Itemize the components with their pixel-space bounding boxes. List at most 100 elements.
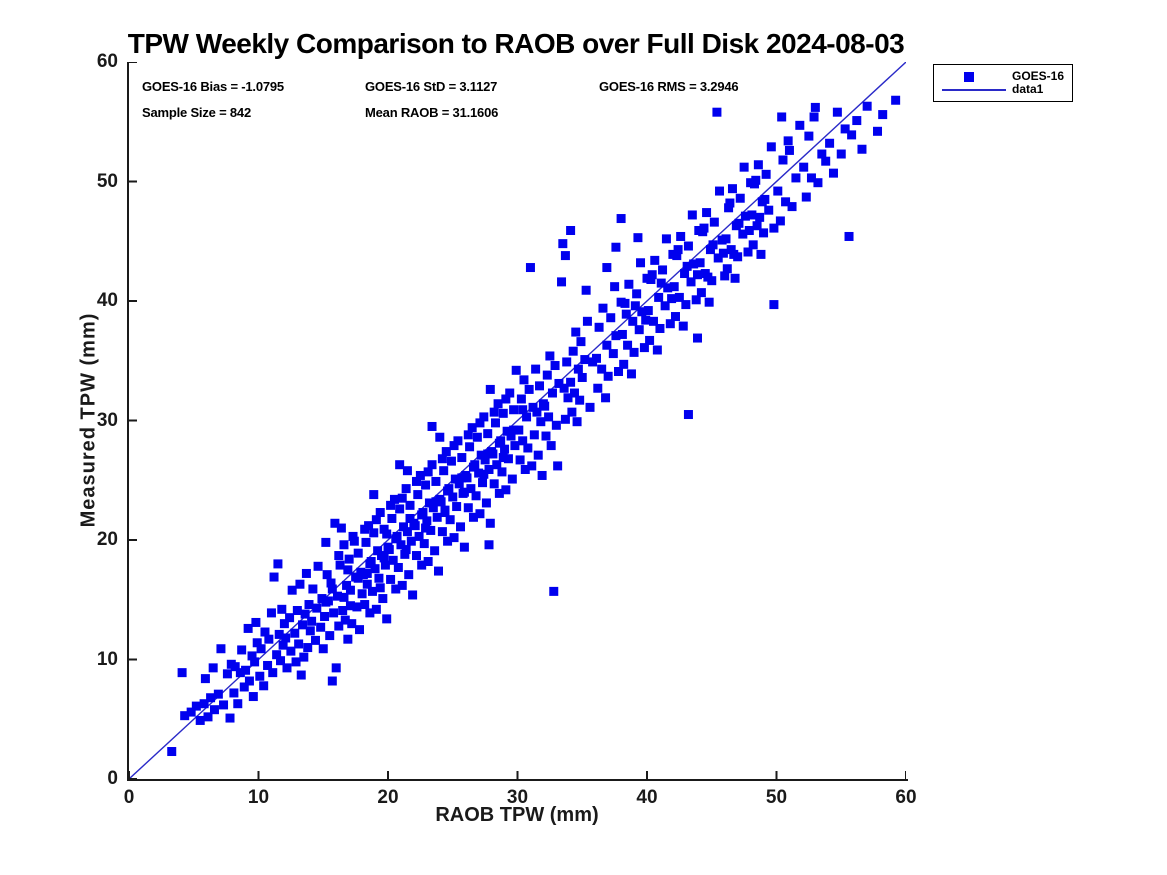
scatter-point bbox=[402, 466, 412, 476]
legend-line-marker-icon bbox=[942, 89, 1006, 91]
scatter-point bbox=[722, 264, 732, 274]
scatter-point bbox=[680, 269, 690, 279]
x-tick-label: 30 bbox=[506, 787, 529, 808]
scatter-point bbox=[787, 202, 797, 212]
scatter-point bbox=[809, 112, 819, 122]
scatter-point bbox=[493, 399, 503, 409]
scatter-point bbox=[379, 553, 389, 563]
scatter-point bbox=[335, 560, 345, 570]
scatter-point bbox=[255, 671, 265, 681]
scatter-point bbox=[463, 503, 473, 513]
scatter-point bbox=[396, 540, 406, 550]
scatter-point bbox=[610, 282, 620, 292]
scatter-point bbox=[484, 464, 494, 474]
scatter-point bbox=[681, 300, 691, 310]
scatter-point bbox=[432, 512, 442, 522]
scatter-point bbox=[408, 590, 418, 600]
scatter-point bbox=[630, 301, 640, 311]
scatter-point bbox=[343, 634, 353, 644]
scatter-point bbox=[203, 712, 213, 722]
scatter-point bbox=[445, 515, 455, 525]
scatter-point bbox=[862, 101, 872, 111]
scatter-point bbox=[369, 490, 379, 500]
scatter-point bbox=[667, 294, 677, 304]
scatter-point bbox=[340, 615, 350, 625]
scatter-point bbox=[744, 225, 754, 235]
scatter-point bbox=[683, 241, 693, 251]
scatter-point bbox=[594, 322, 604, 332]
chart-title: TPW Weekly Comparison to RAOB over Full … bbox=[127, 28, 905, 59]
scatter-point bbox=[654, 292, 664, 302]
scatter-point bbox=[629, 347, 639, 357]
scatter-point bbox=[686, 277, 696, 287]
scatter-point bbox=[639, 343, 649, 353]
scatter-point bbox=[840, 124, 850, 134]
scatter-point bbox=[847, 130, 857, 140]
scatter-point bbox=[525, 263, 535, 273]
scatter-point bbox=[751, 175, 761, 185]
scatter-point bbox=[296, 670, 306, 680]
scatter-point bbox=[467, 423, 477, 433]
scatter-point bbox=[272, 650, 282, 660]
scatter-point bbox=[440, 505, 450, 515]
scatter-point bbox=[393, 562, 403, 572]
scatter-point bbox=[386, 500, 396, 510]
scatter-point bbox=[392, 531, 402, 541]
scatter-point bbox=[434, 566, 444, 576]
scatter-point bbox=[369, 528, 379, 538]
scatter-point bbox=[727, 184, 737, 194]
x-tick-label: 40 bbox=[636, 787, 658, 808]
scatter-point bbox=[279, 619, 289, 629]
scatter-point bbox=[616, 214, 626, 224]
scatter-point bbox=[345, 601, 355, 611]
scatter-point bbox=[186, 707, 196, 717]
scatter-point bbox=[566, 225, 576, 235]
scatter-point bbox=[446, 456, 456, 466]
scatter-point bbox=[619, 359, 629, 369]
scatter-point bbox=[557, 277, 567, 287]
scatter-point bbox=[463, 430, 473, 440]
scatter-point bbox=[676, 231, 686, 241]
scatter-point bbox=[230, 662, 240, 672]
scatter-point bbox=[503, 454, 513, 464]
scatter-point bbox=[411, 476, 421, 486]
scatter-point bbox=[405, 513, 415, 523]
stat-std: GOES-16 StD = 3.1127 bbox=[365, 79, 498, 94]
scatter-point bbox=[273, 559, 283, 569]
scatter-point bbox=[256, 644, 266, 654]
scatter-point bbox=[546, 441, 556, 451]
scatter-point bbox=[572, 417, 582, 427]
scatter-point bbox=[529, 430, 539, 440]
scatter-point bbox=[489, 479, 499, 489]
scatter-point bbox=[505, 388, 515, 398]
scatter-point bbox=[456, 522, 466, 532]
scatter-point bbox=[353, 573, 363, 583]
scatter-point bbox=[795, 120, 805, 130]
scatter-point bbox=[360, 600, 370, 610]
scatter-point bbox=[430, 546, 440, 556]
scatter-point bbox=[563, 393, 573, 403]
scatter-point bbox=[349, 536, 359, 546]
scatter-point bbox=[734, 218, 744, 228]
scatter-point bbox=[290, 628, 300, 638]
scatter-point bbox=[541, 431, 551, 441]
scatter-point bbox=[756, 249, 766, 259]
scatter-point bbox=[195, 715, 205, 725]
scatter-point bbox=[457, 453, 467, 463]
scatter-point bbox=[852, 116, 862, 126]
scatter-point bbox=[401, 545, 411, 555]
scatter-point bbox=[406, 536, 416, 546]
scatter-point bbox=[804, 131, 814, 141]
scatter-point bbox=[384, 545, 394, 555]
y-tick-label: 0 bbox=[107, 768, 118, 789]
scatter-point bbox=[500, 444, 510, 454]
scatter-point bbox=[263, 660, 273, 670]
scatter-point bbox=[585, 402, 595, 412]
scatter-point bbox=[784, 145, 794, 155]
scatter-point bbox=[621, 309, 631, 319]
scatter-point bbox=[251, 617, 261, 627]
scatter-point bbox=[509, 425, 519, 435]
scatter-point bbox=[382, 529, 392, 539]
scatter-point bbox=[484, 540, 494, 550]
scatter-point bbox=[399, 522, 409, 532]
